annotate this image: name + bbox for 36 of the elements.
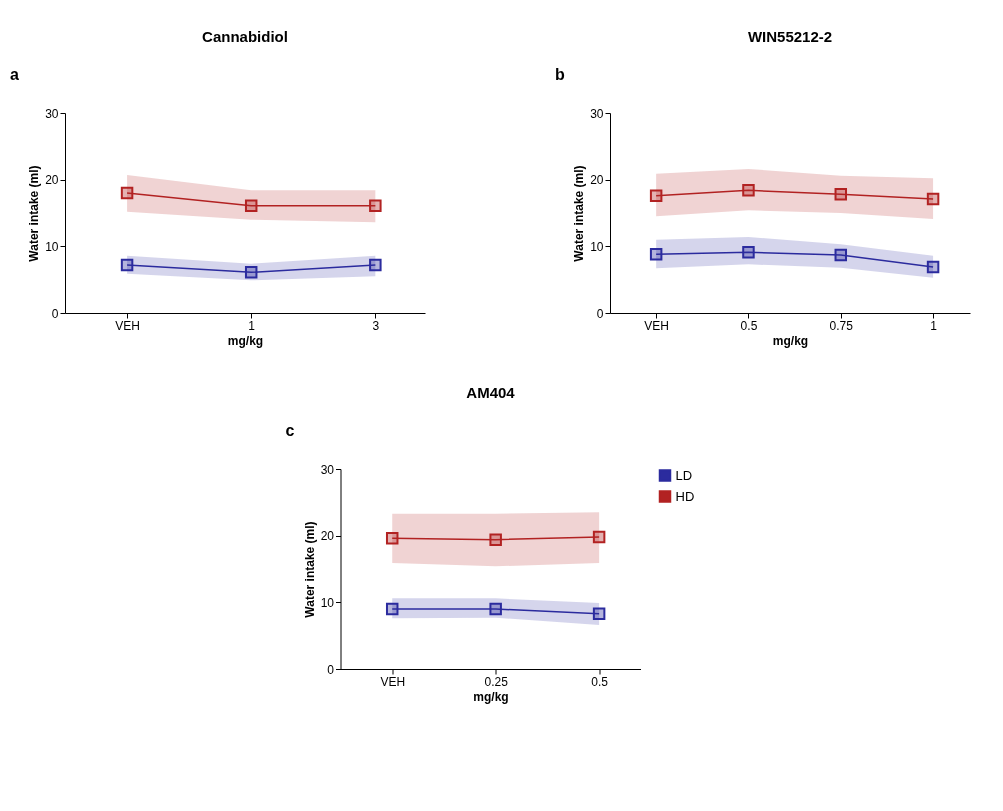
x-tick-label: VEH — [644, 318, 669, 333]
x-tick-label: 1 — [930, 318, 938, 333]
y-axis-title: Water intake (ml) — [572, 165, 587, 262]
x-tick-label: 1 — [248, 318, 256, 333]
y-axis-title: Water intake (ml) — [302, 521, 317, 618]
x-axis-title: mg/kg — [227, 333, 264, 348]
y-tick-label: 0 — [327, 662, 335, 677]
x-axis-title: mg/kg — [473, 689, 509, 704]
legend-label: LD — [675, 467, 693, 483]
x-tick-label: 3 — [372, 318, 380, 333]
y-tick-label: 20 — [320, 529, 335, 544]
x-tick-label: VEH — [115, 318, 140, 333]
x-tick-label: 0.25 — [484, 674, 509, 689]
chart-title: WIN55212-2 — [747, 28, 833, 45]
y-tick-label: 0 — [596, 306, 604, 321]
y-axis-title: Water intake (ml) — [27, 165, 42, 262]
y-tick-label: 30 — [320, 462, 335, 477]
y-tick-label: 30 — [45, 106, 59, 121]
text: c — [285, 422, 295, 439]
chart-title: Cannabidiol — [202, 28, 288, 45]
y-tick-label: 20 — [45, 173, 59, 188]
text: b — [555, 66, 565, 83]
x-tick-label: 0.5 — [740, 318, 758, 333]
text: a — [10, 66, 19, 83]
x-tick-label: 0.5 — [591, 674, 609, 689]
x-tick-label: VEH — [380, 674, 406, 689]
y-tick-label: 20 — [590, 173, 604, 188]
y-tick-label: 10 — [320, 595, 335, 610]
y-tick-label: 10 — [590, 239, 604, 254]
chart-title: AM404 — [466, 384, 516, 401]
x-axis-title: mg/kg — [772, 333, 809, 348]
x-tick-label: 0.75 — [829, 318, 854, 333]
legend-label: HD — [675, 488, 695, 504]
y-tick-label: 30 — [590, 106, 604, 121]
y-tick-label: 0 — [51, 306, 59, 321]
y-tick-label: 10 — [45, 239, 59, 254]
